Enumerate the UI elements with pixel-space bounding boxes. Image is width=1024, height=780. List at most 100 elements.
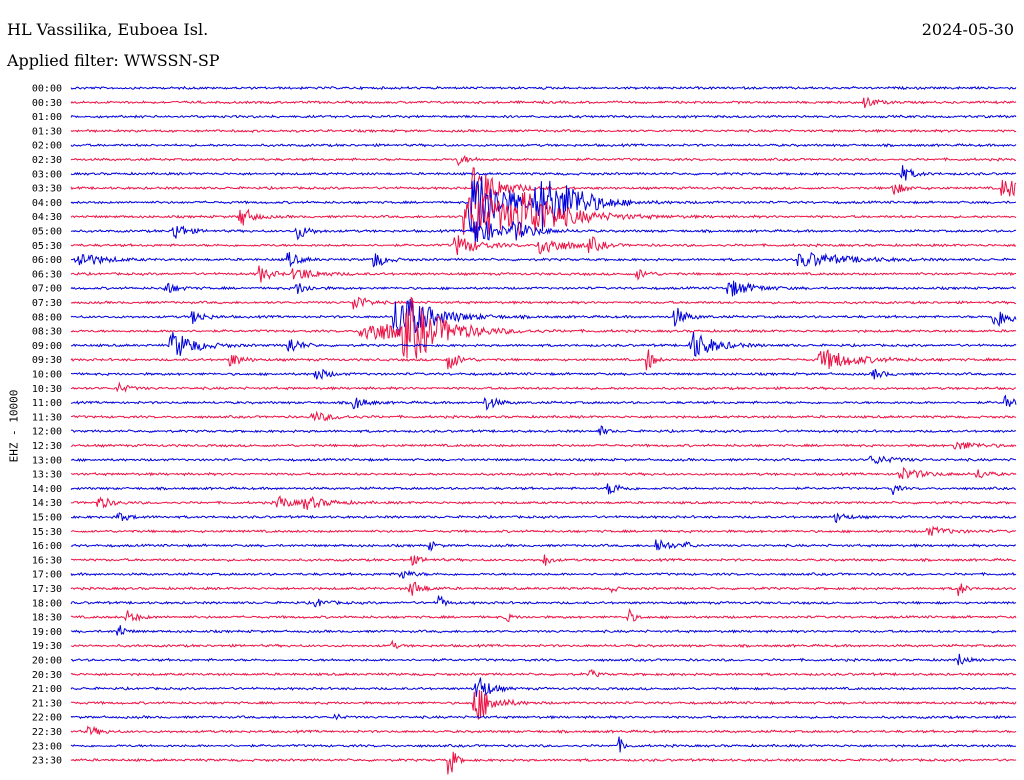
trace-line xyxy=(70,466,1017,480)
time-tick-label: 22:30 xyxy=(32,727,62,738)
time-tick-label: 01:00 xyxy=(32,112,62,123)
time-tick-label: 22:00 xyxy=(32,713,62,724)
trace-line xyxy=(70,394,1017,411)
trace-line xyxy=(70,483,1017,496)
time-tick-label: 00:00 xyxy=(32,84,62,95)
time-tick-label: 07:30 xyxy=(32,298,62,309)
trace-line xyxy=(70,296,1017,310)
trace-line xyxy=(70,625,1017,636)
time-tick-label: 13:30 xyxy=(32,470,62,481)
trace-line xyxy=(70,554,1017,566)
trace-line xyxy=(70,265,1016,283)
trace-line xyxy=(70,525,1017,536)
station-title: HL Vassilika, Euboea Isl. xyxy=(7,20,209,39)
time-tick-label: 04:00 xyxy=(32,198,62,209)
trace-line xyxy=(70,128,1017,134)
time-tick-label: 02:00 xyxy=(32,141,62,152)
trace-line xyxy=(70,607,1017,623)
time-tick-label: 15:00 xyxy=(32,513,62,524)
time-tick-label: 05:00 xyxy=(32,227,62,238)
trace-line xyxy=(70,538,1017,552)
trace-line xyxy=(70,725,1017,736)
trace-line xyxy=(70,668,1017,678)
time-tick-label: 08:30 xyxy=(32,327,62,338)
time-tick-label: 16:30 xyxy=(32,555,62,566)
trace-line xyxy=(70,595,1017,608)
time-tick-label: 09:00 xyxy=(32,341,62,352)
trace-line xyxy=(70,425,1016,436)
trace-line xyxy=(70,167,1017,209)
time-tick-label: 07:00 xyxy=(32,284,62,295)
time-tick-label: 18:30 xyxy=(32,613,62,624)
time-tick-label: 12:30 xyxy=(32,441,62,452)
time-tick-label: 03:00 xyxy=(32,169,62,180)
time-tick-label: 02:30 xyxy=(32,155,62,166)
trace-line xyxy=(70,410,1017,422)
trace-line xyxy=(70,653,1017,666)
time-tick-label: 14:30 xyxy=(32,498,62,509)
trace-line xyxy=(70,751,1017,775)
trace-line xyxy=(70,569,1017,579)
trace-line xyxy=(70,280,1017,297)
time-tick-label: 16:00 xyxy=(32,541,62,552)
time-tick-label: 13:00 xyxy=(32,455,62,466)
trace-line xyxy=(70,639,1017,649)
time-tick-label: 10:00 xyxy=(32,370,62,381)
trace-line xyxy=(70,96,1017,109)
time-tick-label: 18:00 xyxy=(32,598,62,609)
trace-line xyxy=(70,114,1017,119)
trace-line xyxy=(70,298,1017,336)
time-tick-label: 14:00 xyxy=(32,484,62,495)
time-tick-label: 21:30 xyxy=(32,698,62,709)
time-tick-label: 04:30 xyxy=(32,212,62,223)
time-tick-label: 06:30 xyxy=(32,269,62,280)
trace-line xyxy=(70,165,1017,181)
trace-line xyxy=(70,192,1017,239)
time-tick-label: 19:30 xyxy=(32,641,62,652)
time-tick-label: 06:00 xyxy=(32,255,62,266)
time-tick-label: 17:30 xyxy=(32,584,62,595)
trace-line xyxy=(70,736,1017,753)
trace-line xyxy=(70,331,1017,357)
time-tick-label: 12:00 xyxy=(32,427,62,438)
time-tick-label: 21:00 xyxy=(32,684,62,695)
date-label: 2024-05-30 xyxy=(921,20,1014,39)
trace-line xyxy=(70,221,1017,244)
trace-line xyxy=(70,349,1017,371)
trace-line xyxy=(70,296,1017,359)
filter-label: Applied filter: WWSSN-SP xyxy=(7,51,220,70)
time-tick-label: 09:30 xyxy=(32,355,62,366)
trace-line xyxy=(70,381,1017,393)
time-tick-label: 15:30 xyxy=(32,527,62,538)
time-tick-label: 11:00 xyxy=(32,398,62,409)
trace-line xyxy=(70,154,1017,167)
time-tick-label: 23:30 xyxy=(32,756,62,767)
time-tick-label: 20:30 xyxy=(32,670,62,681)
time-tick-label: 11:30 xyxy=(32,412,62,423)
trace-line xyxy=(70,581,1016,597)
trace-line xyxy=(70,495,1017,510)
trace-line xyxy=(70,142,1017,148)
time-tick-label: 03:30 xyxy=(32,184,62,195)
time-tick-label: 20:00 xyxy=(32,656,62,667)
trace-line xyxy=(70,251,1017,268)
time-tick-label: 17:00 xyxy=(32,570,62,581)
time-tick-label: 23:00 xyxy=(32,741,62,752)
trace-line xyxy=(70,455,1017,465)
time-tick-label: 19:00 xyxy=(32,627,62,638)
trace-line xyxy=(70,176,1017,232)
time-tick-label: 01:30 xyxy=(32,126,62,137)
trace-line xyxy=(70,512,1017,524)
trace-line xyxy=(70,677,1017,697)
time-tick-label: 10:30 xyxy=(32,384,62,395)
trace-line xyxy=(70,689,1017,720)
trace-line xyxy=(70,85,1017,91)
trace-line xyxy=(70,235,1017,256)
trace-line xyxy=(70,368,1016,380)
time-tick-label: 00:30 xyxy=(32,98,62,109)
time-tick-label: 05:30 xyxy=(32,241,62,252)
trace-line xyxy=(70,713,1017,721)
trace-line xyxy=(70,441,1017,450)
time-tick-label: 08:00 xyxy=(32,312,62,323)
